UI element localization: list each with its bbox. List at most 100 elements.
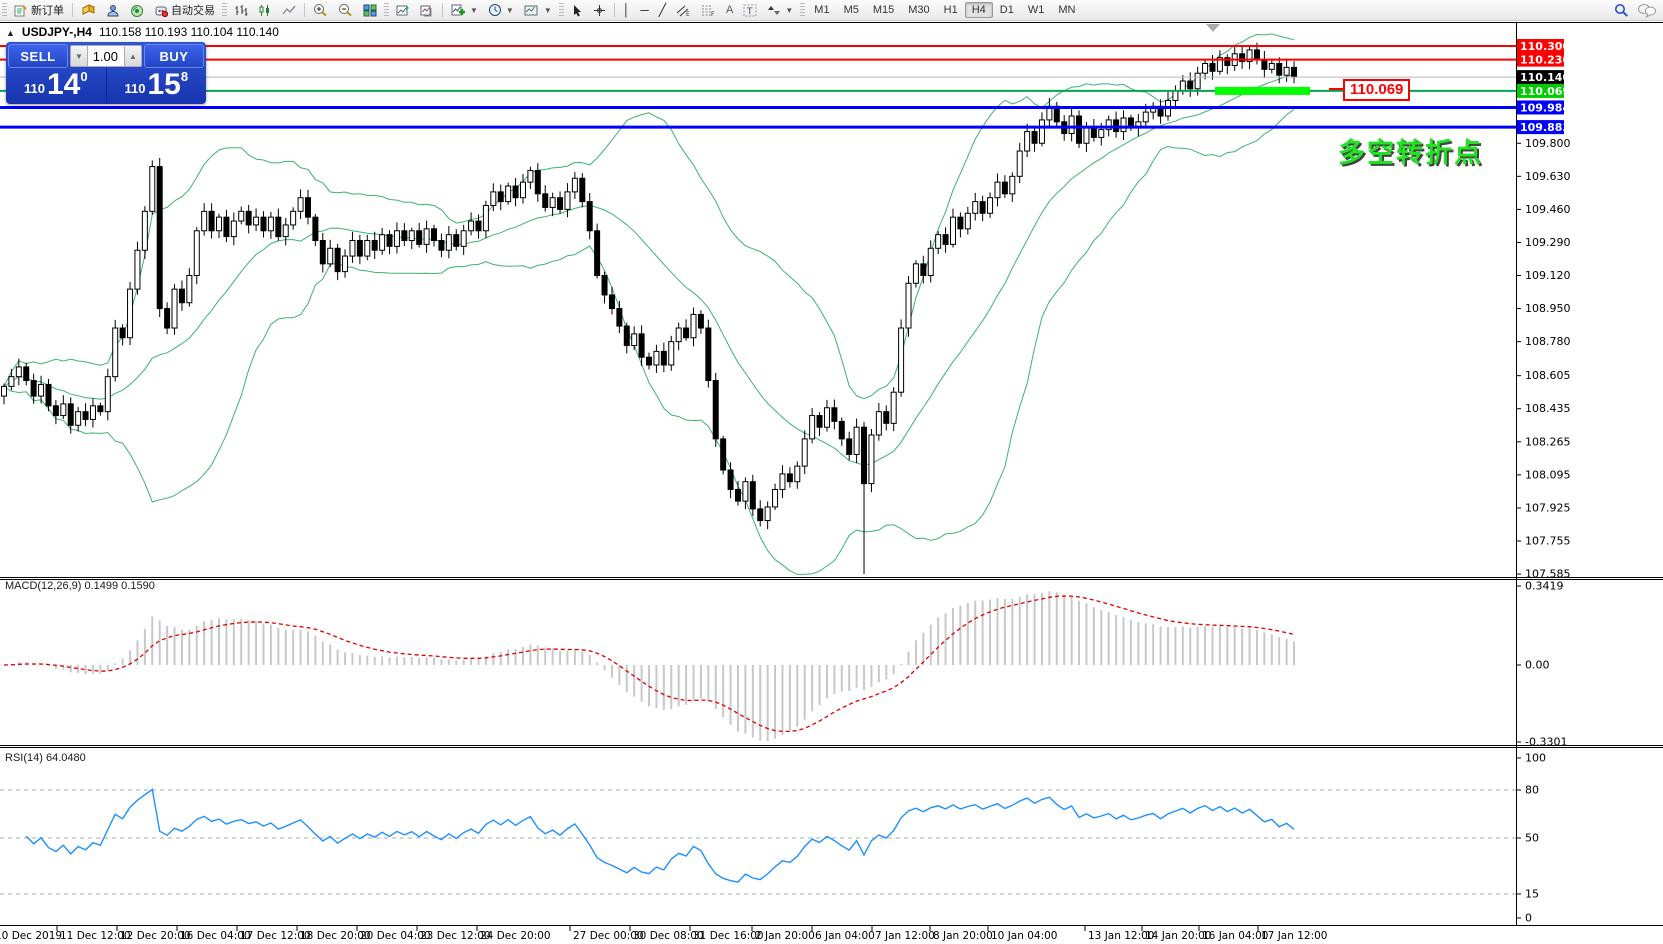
zoom-in-button[interactable]: [308, 1, 333, 20]
candle: [935, 234, 942, 249]
candle: [786, 473, 793, 483]
candle: [1179, 80, 1186, 92]
svg-text:18 Dec 20:00: 18 Dec 20:00: [300, 930, 371, 942]
svg-text:80: 80: [1525, 784, 1539, 797]
horizontal-line-button[interactable]: ─: [640, 3, 649, 17]
timeframe-m30-button[interactable]: M30: [908, 4, 930, 16]
toolbar-grip[interactable]: [2, 3, 7, 17]
candle: [1187, 80, 1194, 90]
candle: [1009, 175, 1016, 195]
trend-highlight-segment[interactable]: [1215, 86, 1310, 95]
timeframe-m1-button[interactable]: M1: [814, 4, 830, 16]
candle: [379, 234, 386, 251]
equidistant-channel-button[interactable]: E: [671, 1, 696, 20]
new-order-button[interactable]: 新订单: [9, 1, 69, 20]
timeframe-mn-button[interactable]: MN: [1058, 4, 1076, 16]
text-button[interactable]: A: [726, 4, 734, 16]
vertical-line-button[interactable]: │: [622, 3, 631, 17]
svg-text:0.3419: 0.3419: [1525, 580, 1564, 593]
panel-collapse-arrow[interactable]: ▲: [6, 28, 15, 38]
candle: [223, 216, 230, 238]
candle: [1, 385, 7, 397]
candle: [1016, 150, 1023, 177]
profiles-button[interactable]: [415, 1, 439, 20]
chart-shift-marker: [1206, 24, 1220, 32]
periods-button[interactable]: ▼: [483, 1, 519, 20]
candle: [1291, 66, 1298, 78]
candle: [712, 380, 719, 440]
profile-icon: [107, 4, 119, 16]
candle: [653, 350, 660, 366]
crosshair-button[interactable]: [588, 1, 611, 20]
one-click-trading-panel: SELL ▼ 1.00 ▲ BUY 110 14 0 110 15 8: [6, 42, 206, 104]
candle: [757, 508, 764, 522]
svg-text:24 Dec 20:00: 24 Dec 20:00: [480, 930, 551, 942]
tile-windows-button[interactable]: [358, 1, 382, 20]
templates-dropdown-arrow[interactable]: ▼: [543, 5, 552, 15]
buy-button[interactable]: BUY: [144, 44, 204, 68]
timeframe-m15-button[interactable]: M15: [872, 4, 895, 16]
svg-text:110.300: 110.300: [1520, 40, 1570, 53]
lot-size-input[interactable]: 1.00: [88, 45, 124, 67]
timeframe-w1-button[interactable]: W1: [1027, 4, 1045, 16]
signals-button[interactable]: [125, 1, 149, 20]
bar-chart-icon: [235, 4, 248, 16]
candle: [238, 210, 245, 222]
fibonacci-icon: F: [702, 5, 715, 17]
fibonacci-button[interactable]: F: [696, 1, 721, 20]
candle: [964, 212, 971, 230]
timeframe-m5-button[interactable]: M5: [843, 4, 859, 16]
candle: [1261, 59, 1268, 70]
svg-text:27 Dec 00:00: 27 Dec 00:00: [573, 930, 644, 942]
bar-chart-button[interactable]: [229, 1, 253, 20]
trendline-button[interactable]: ╱: [658, 3, 667, 17]
new-chart-icon: [396, 5, 409, 15]
candle: [201, 210, 208, 232]
price-callout-label[interactable]: 110.069: [1343, 79, 1411, 101]
svg-text:17 Dec 12:00: 17 Dec 12:00: [240, 930, 311, 942]
candlestick-chart-button[interactable]: [253, 1, 277, 20]
indicators-icon: [451, 4, 465, 15]
timeframe-h4-button[interactable]: H4: [964, 2, 993, 18]
sell-button[interactable]: SELL: [8, 44, 68, 68]
buy-price[interactable]: 110 15 8: [107, 68, 207, 102]
new-chart-button[interactable]: [391, 1, 415, 20]
svg-text:-0.3301: -0.3301: [1525, 736, 1567, 749]
candle: [1246, 49, 1253, 63]
arrows-button[interactable]: ▼: [762, 1, 798, 20]
templates-button[interactable]: ▼: [519, 1, 557, 20]
history-book-button[interactable]: [76, 1, 101, 20]
text-label-button[interactable]: T: [738, 1, 762, 20]
timeframe-h1-button[interactable]: H1: [943, 4, 958, 16]
candle: [519, 181, 526, 199]
auto-trading-button[interactable]: 自动交易: [149, 1, 220, 20]
arrows-dropdown-arrow[interactable]: ▼: [785, 5, 794, 15]
price-axis[interactable]: 109.800 109.630 109.460 109.290 109.120 108.9…: [1516, 39, 1571, 925]
lot-decrease-button[interactable]: ▼: [70, 45, 88, 67]
svg-text:108.950: 108.950: [1525, 302, 1571, 315]
line-chart-button[interactable]: [277, 1, 301, 20]
candle: [178, 288, 185, 304]
indicators-dropdown-arrow[interactable]: ▼: [470, 5, 478, 15]
candle: [616, 308, 623, 327]
periods-dropdown-arrow[interactable]: ▼: [505, 5, 514, 15]
cursor-button[interactable]: [566, 1, 588, 20]
svg-text:T: T: [746, 7, 753, 17]
svg-text:6 Jan 04:00: 6 Jan 04:00: [815, 930, 875, 942]
candle: [356, 240, 363, 257]
profile-button[interactable]: [101, 1, 125, 20]
timeframe-d1-button[interactable]: D1: [999, 4, 1014, 16]
chat-icon[interactable]: [1637, 3, 1657, 18]
candle: [45, 383, 52, 407]
svg-text:23 Dec 12:00: 23 Dec 12:00: [420, 930, 491, 942]
lot-increase-button[interactable]: ▲: [124, 45, 142, 67]
svg-text:109.460: 109.460: [1525, 203, 1571, 216]
zoom-out-button[interactable]: [333, 1, 358, 20]
chart-text-annotation[interactable]: 多空转折点: [1338, 138, 1483, 169]
search-icon[interactable]: [1614, 3, 1629, 18]
candle: [1142, 111, 1149, 123]
indicators-button[interactable]: ▼: [446, 1, 483, 20]
sell-price[interactable]: 110 14 0: [6, 68, 106, 102]
